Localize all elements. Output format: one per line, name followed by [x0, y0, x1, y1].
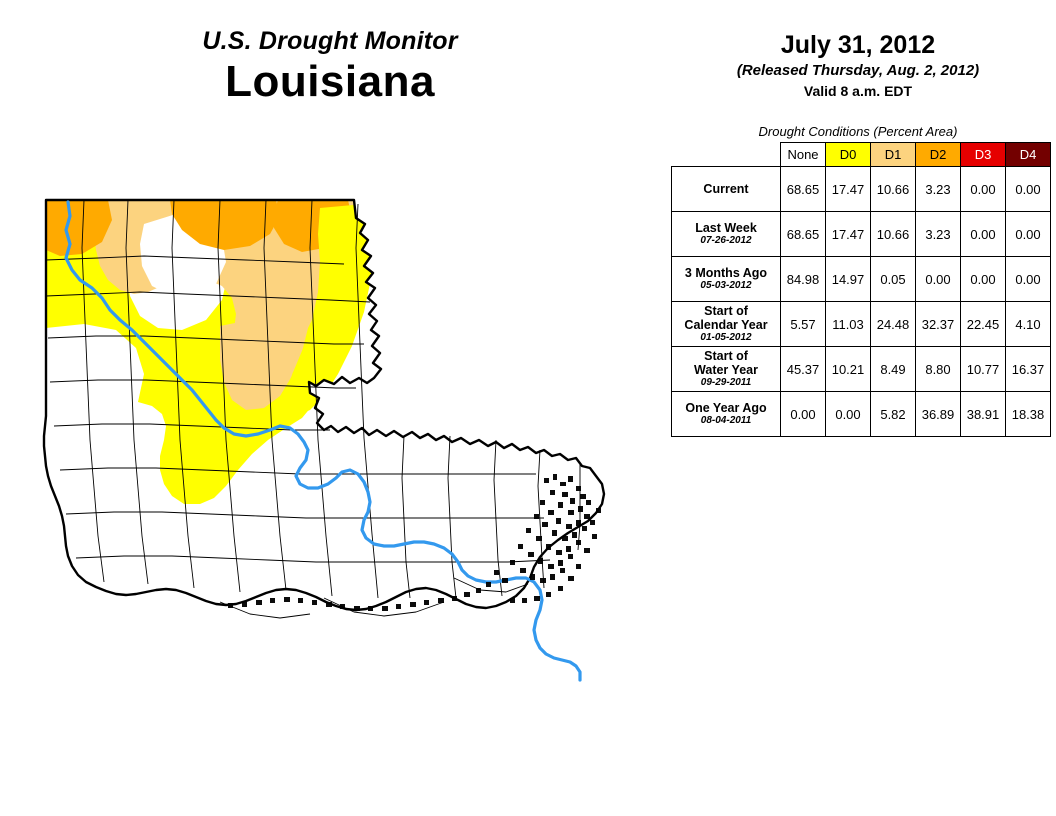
- cell-0-1: 17.47: [825, 166, 871, 212]
- table-body: Current 68.65 17.47 10.66 3.23 0.00 0.00 Last W…: [671, 166, 1051, 437]
- cell-5-4: 38.91: [960, 391, 1006, 437]
- cell-2-5: 0.00: [1005, 256, 1051, 302]
- row-label-text: Last Week: [695, 221, 757, 235]
- table-head: None D0 D1 D2 D3 D4: [671, 142, 1051, 167]
- row-label-date: 07-26-2012: [700, 235, 752, 246]
- row-label-text: Water Year: [694, 363, 758, 377]
- row-label-text: Start of: [704, 304, 748, 318]
- row-label-5: One Year Ago 08-04-2011: [671, 391, 781, 437]
- table-row: Start of Water Year 09-29-2011 45.37 10.21 8.…: [671, 346, 1051, 392]
- table-row: Start of Calendar Year 01-05-2012 5.57 11.03…: [671, 301, 1051, 347]
- title-block: U.S. Drought Monitor Louisiana: [0, 26, 660, 108]
- column-header-d1: D1: [870, 142, 916, 167]
- cell-5-3: 36.89: [915, 391, 961, 437]
- state-title: Louisiana: [225, 57, 435, 106]
- region-d2-nw: [46, 200, 112, 256]
- column-header-d0: D0: [825, 142, 871, 167]
- map-panel: U.S. Drought Monitor Louisiana: [0, 26, 660, 723]
- coastal-marsh-detail: [228, 474, 601, 611]
- cell-5-2: 5.82: [870, 391, 916, 437]
- cell-3-3: 32.37: [915, 301, 961, 347]
- date-block: July 31, 2012 (Released Thursday, Aug. 2…: [660, 30, 1056, 101]
- row-label-text: Calendar Year: [684, 318, 768, 332]
- column-header-none: None: [780, 142, 826, 167]
- row-label-text: One Year Ago: [685, 401, 767, 415]
- cell-1-4: 0.00: [960, 211, 1006, 257]
- table-row: One Year Ago 08-04-2011 0.00 0.00 5.82 36.89 3…: [671, 391, 1051, 437]
- column-header-d3: D3: [960, 142, 1006, 167]
- region-d1-central: [220, 318, 296, 410]
- map-svg: [24, 178, 644, 723]
- table-row: Current 68.65 17.47 10.66 3.23 0.00 0.00: [671, 166, 1051, 212]
- cell-3-1: 11.03: [825, 301, 871, 347]
- header-spacer: [671, 142, 781, 167]
- row-label-text: Current: [703, 182, 749, 196]
- release-date: (Released Thursday, Aug. 2, 2012): [736, 62, 980, 79]
- cell-2-0: 84.98: [780, 256, 826, 302]
- cell-4-1: 10.21: [825, 346, 871, 392]
- cell-5-1: 0.00: [825, 391, 871, 437]
- valid-time: Valid 8 a.m. EDT: [803, 83, 913, 99]
- report-date: July 31, 2012: [780, 31, 936, 59]
- row-label-date: 05-03-2012: [700, 280, 752, 291]
- row-label-2: 3 Months Ago 05-03-2012: [671, 256, 781, 302]
- region-none-west: [46, 324, 144, 428]
- cell-3-5: 4.10: [1005, 301, 1051, 347]
- cell-3-4: 22.45: [960, 301, 1006, 347]
- region-d2-nc: [170, 200, 280, 250]
- cell-1-2: 10.66: [870, 211, 916, 257]
- column-header-d4: D4: [1005, 142, 1051, 167]
- row-label-0: Current: [671, 166, 781, 212]
- region-d0-east: [286, 204, 374, 416]
- state-outline: [42, 198, 606, 612]
- row-label-date: 08-04-2011: [700, 415, 752, 426]
- cell-0-4: 0.00: [960, 166, 1006, 212]
- cell-3-0: 5.57: [780, 301, 826, 347]
- cell-4-0: 45.37: [780, 346, 826, 392]
- cell-2-2: 0.05: [870, 256, 916, 302]
- cell-4-2: 8.49: [870, 346, 916, 392]
- cell-2-4: 0.00: [960, 256, 1006, 302]
- row-label-date: 01-05-2012: [700, 332, 752, 343]
- column-header-d2: D2: [915, 142, 961, 167]
- cell-4-3: 8.80: [915, 346, 961, 392]
- table-row: Last Week 07-26-2012 68.65 17.47 10.66 3.23 0.…: [671, 211, 1051, 257]
- info-panel: July 31, 2012 (Released Thursday, Aug. 2…: [660, 0, 1056, 816]
- mississippi-river: [64, 200, 582, 682]
- cell-3-2: 24.48: [870, 301, 916, 347]
- row-label-text: Start of: [704, 349, 748, 363]
- drought-conditions-table: None D0 D1 D2 D3 D4 Current 68.65 17.47 10.…: [671, 142, 1051, 437]
- row-label-date: 09-29-2011: [700, 377, 752, 388]
- cell-0-0: 68.65: [780, 166, 826, 212]
- table-row: 3 Months Ago 05-03-2012 84.98 14.97 0.05 0.00…: [671, 256, 1051, 302]
- cell-4-4: 10.77: [960, 346, 1006, 392]
- cell-4-5: 16.37: [1005, 346, 1051, 392]
- cell-0-5: 0.00: [1005, 166, 1051, 212]
- cell-0-3: 3.23: [915, 166, 961, 212]
- cell-0-2: 10.66: [870, 166, 916, 212]
- cell-2-1: 14.97: [825, 256, 871, 302]
- cell-5-5: 18.38: [1005, 391, 1051, 437]
- cell-1-3: 3.23: [915, 211, 961, 257]
- program-title: U.S. Drought Monitor: [202, 27, 458, 55]
- cell-2-3: 0.00: [915, 256, 961, 302]
- louisiana-drought-map[interactable]: [24, 178, 644, 723]
- cell-1-5: 0.00: [1005, 211, 1051, 257]
- row-label-1: Last Week 07-26-2012: [671, 211, 781, 257]
- row-label-3: Start of Calendar Year 01-05-2012: [671, 301, 781, 347]
- cell-1-0: 68.65: [780, 211, 826, 257]
- row-label-text: 3 Months Ago: [684, 266, 768, 280]
- row-label-4: Start of Water Year 09-29-2011: [671, 346, 781, 392]
- cell-1-1: 17.47: [825, 211, 871, 257]
- cell-5-0: 0.00: [780, 391, 826, 437]
- table-caption: Drought Conditions (Percent Area): [758, 124, 958, 139]
- parish-boundaries: [45, 199, 581, 619]
- table-header-row: None D0 D1 D2 D3 D4: [671, 142, 1051, 167]
